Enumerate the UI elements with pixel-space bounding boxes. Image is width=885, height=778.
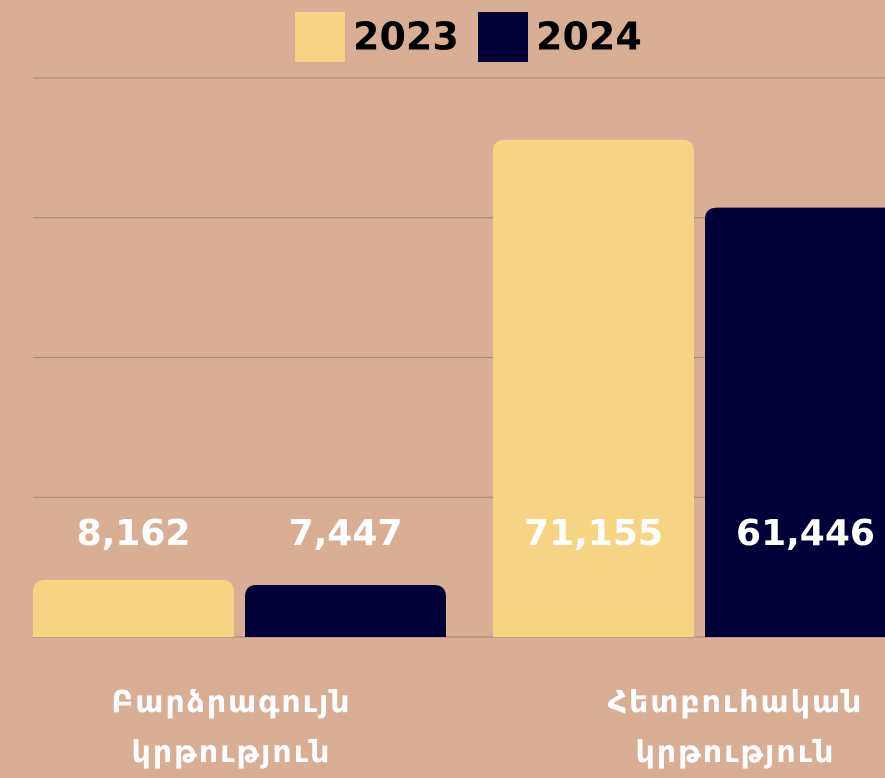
value-label: 61,446 (736, 513, 875, 554)
value-label: 8,162 (77, 513, 191, 554)
bar (493, 139, 694, 637)
bar (33, 579, 234, 637)
legend-swatch (478, 12, 528, 62)
category-label: Հետբուհական կրթություն (607, 685, 864, 770)
bar (705, 207, 885, 637)
legend-swatch (295, 12, 345, 62)
legend-label: 2023 (353, 15, 459, 59)
value-label: 7,447 (289, 513, 403, 554)
value-label: 71,155 (524, 513, 663, 554)
category-label: Բարձրագույն կրթություն (111, 685, 352, 770)
legend-label: 2024 (536, 15, 642, 59)
bar (245, 584, 446, 637)
